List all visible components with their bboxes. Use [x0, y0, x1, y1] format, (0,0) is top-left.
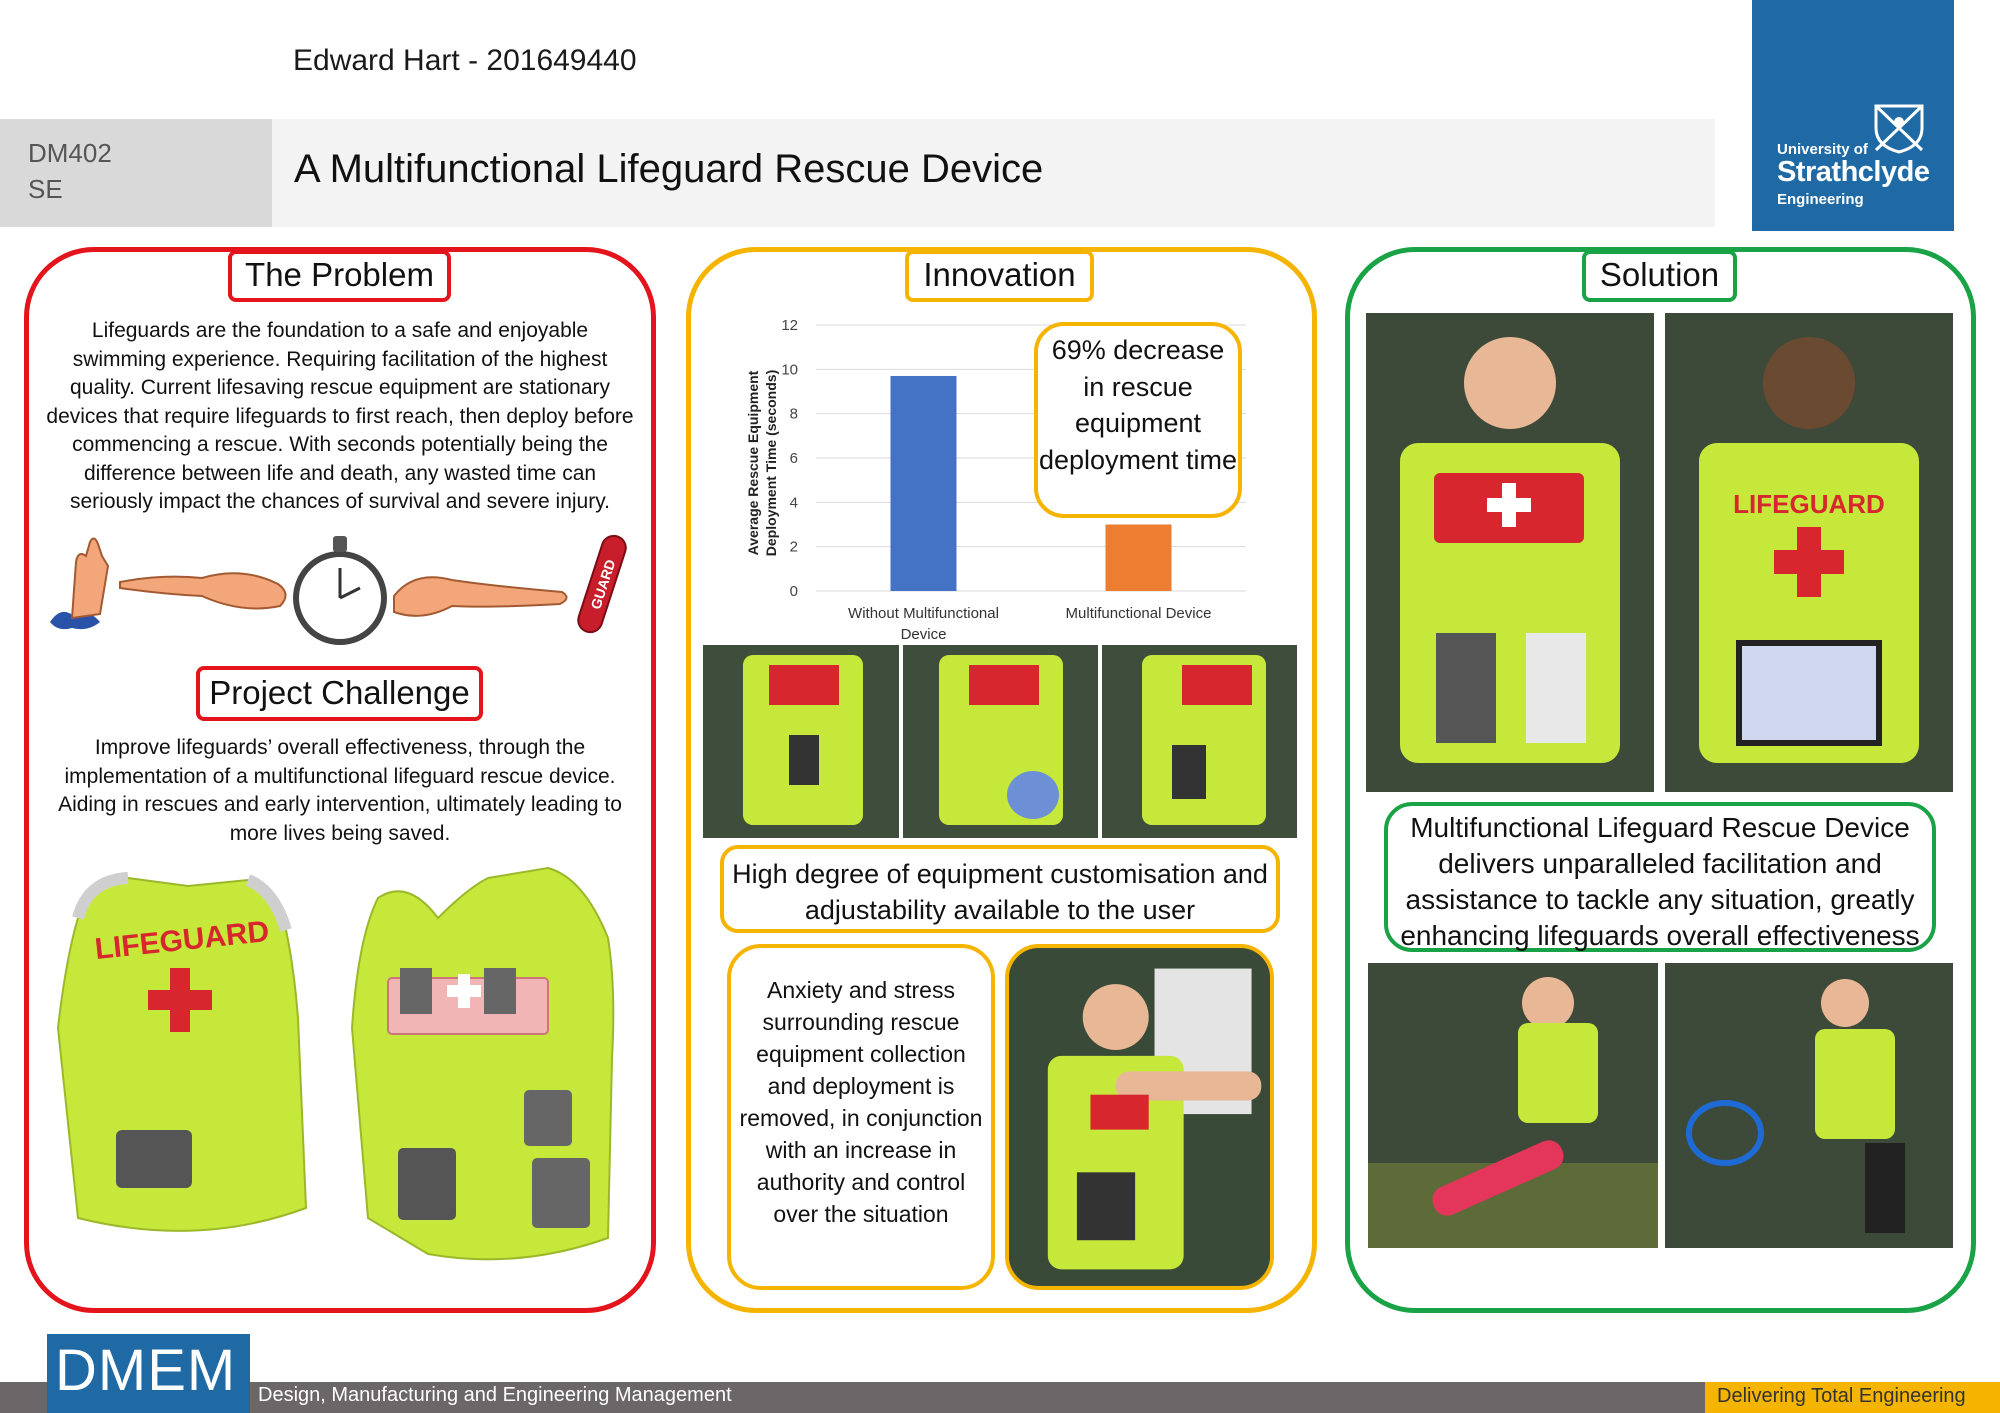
vest-front-render: [350, 866, 615, 1261]
stopwatch-icon: [293, 536, 387, 645]
vest-front-photo: [1366, 313, 1654, 792]
vest-demo-photo-1: [703, 645, 899, 838]
challenge-heading: Project Challenge: [196, 666, 483, 721]
chart-y-tick: 12: [781, 317, 798, 334]
innovation-heading: Innovation: [905, 250, 1094, 302]
chart-x-label: Without Multifunctional Device: [848, 605, 999, 643]
solution-heading: Solution: [1582, 250, 1737, 302]
logo-line1: University of: [1777, 141, 1868, 158]
problem-illustration: GUARD: [50, 534, 627, 645]
reaching-arm-icon: [119, 572, 287, 610]
chart-bar: [1105, 524, 1172, 591]
chart-y-tick: 2: [790, 539, 798, 556]
dmem-logo: DMEM: [47, 1334, 250, 1413]
vest-back-render: LIFEGUARD: [56, 872, 308, 1232]
chart-x-labels: Without Multifunctional Device Multifuncti…: [848, 605, 1211, 643]
rescue-tube-demo-photo: [1368, 963, 1658, 1248]
chart-y-tick: 0: [790, 583, 798, 600]
problem-text: Lifeguards are the foundation to a safe …: [46, 319, 634, 513]
course-code-line1: DM402: [28, 138, 112, 168]
chart-y-ticks: 0 2 4 6 8 10 12: [781, 317, 798, 600]
problem-heading: The Problem: [228, 250, 451, 302]
author-name: Edward Hart - 201649440: [293, 44, 637, 77]
vest-demo-photo-3: [1102, 645, 1297, 838]
course-code-line2: SE: [28, 174, 63, 204]
chart-y-tick: 10: [781, 361, 798, 378]
chart-y-axis-label: Average Rescue Equipment Deployment Time …: [745, 370, 779, 556]
customisation-callout: High degree of equipment customisation a…: [720, 845, 1280, 933]
crest-icon: [1874, 104, 1924, 154]
university-logo: University of Strathclyde Engineering: [1752, 0, 1954, 231]
chart-bar: [890, 375, 957, 591]
whistle-pointing-photo: [1005, 944, 1274, 1290]
rope-throw-demo-photo: [1665, 963, 1953, 1248]
footer-tagline: Delivering Total Engineering: [1705, 1382, 2000, 1413]
vest-render: LIFEGUARD: [56, 866, 615, 1261]
solution-summary: Multifunctional Lifeguard Rescue Device …: [1384, 802, 1936, 952]
extended-arm-icon: [393, 576, 568, 617]
challenge-text: Improve lifeguards’ overall effectivenes…: [58, 736, 622, 845]
stat-callout: 69% decrease in rescue equipment deploym…: [1034, 322, 1242, 518]
chart-bars: [890, 375, 1172, 591]
poster-title: A Multifunctional Lifeguard Rescue Devic…: [272, 119, 1715, 227]
rescue-tube-icon: GUARD: [577, 534, 627, 634]
drowning-hand-icon: [50, 537, 110, 630]
chart-y-tick: 6: [790, 450, 798, 467]
vest-demo-photo-2: [903, 645, 1098, 838]
anxiety-callout: Anxiety and stress surrounding rescue eq…: [727, 944, 995, 1290]
problem-panel: [24, 247, 656, 1313]
footer-bar: [0, 1382, 2000, 1413]
chart-x-label: Multifunctional Device: [1066, 605, 1212, 622]
deployment-time-chart: 0 2 4 6 8 10 12 Without Multifunctional Device M…: [745, 317, 1246, 643]
vest-back-photo-label: LIFEGUARD: [1733, 489, 1885, 519]
course-code: DM402 SE: [0, 119, 272, 227]
chart-y-tick: 4: [790, 494, 798, 511]
solution-panel: [1345, 247, 1976, 1313]
vest-back-photo: LIFEGUARD: [1665, 313, 1953, 792]
chart-y-tick: 8: [790, 406, 798, 423]
logo-line2: Strathclyde: [1777, 156, 1930, 188]
department-name: Design, Manufacturing and Engineering Ma…: [258, 1384, 732, 1406]
logo-line3: Engineering: [1777, 191, 1864, 208]
innovation-panel: [686, 247, 1317, 1313]
